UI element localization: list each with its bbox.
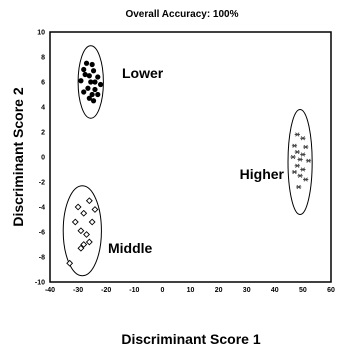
x-tick-label: -20: [101, 287, 111, 294]
x-tick-label: 0: [160, 287, 164, 294]
data-point-lower: [83, 60, 90, 66]
data-point-lower: [97, 81, 104, 88]
data-point-middle: [66, 259, 74, 267]
y-tick-label: -2: [39, 180, 45, 187]
x-tick-label: 50: [299, 287, 307, 294]
x-tick-label: -10: [129, 287, 139, 294]
x-axis-label: Discriminant Score 1: [121, 331, 260, 347]
plot-frame: [49, 31, 332, 283]
data-point-lower: [89, 61, 95, 68]
data-point-middle: [85, 238, 93, 246]
data-point-middle: [71, 218, 79, 226]
data-point-middle: [85, 197, 93, 205]
cluster-ellipses: [62, 45, 313, 277]
y-tick-label: 0: [41, 155, 45, 162]
data-point-lower: [92, 86, 98, 93]
data-point-higher: [290, 154, 296, 160]
data-point-higher: [296, 184, 302, 190]
y-tick-label: 2: [41, 130, 45, 137]
data-point-lower: [92, 79, 98, 85]
data-point-higher: [305, 158, 312, 163]
data-point-middle: [77, 244, 85, 252]
data-point-lower: [82, 71, 88, 78]
chart-title: Overall Accuracy: 100%: [125, 9, 238, 20]
data-point-higher: [300, 136, 306, 141]
y-tick-label: 6: [41, 80, 45, 87]
data-point-middle: [80, 241, 88, 248]
data-point-lower: [88, 79, 94, 85]
data-point-higher: [303, 144, 309, 150]
data-point-lower: [85, 85, 91, 91]
y-tick-label: 8: [41, 55, 45, 62]
data-point-higher: [303, 177, 309, 182]
data-point-higher: [294, 163, 300, 168]
y-tick-label: -10: [35, 280, 45, 287]
group-label-middle: Middle: [108, 240, 153, 256]
data-point-higher: [300, 167, 306, 172]
x-tick-label: 20: [215, 287, 223, 294]
x-tick-label: -30: [73, 287, 83, 294]
data-point-higher: [291, 169, 298, 175]
x-tick-label: 60: [327, 287, 335, 294]
data-point-middle: [83, 231, 90, 238]
axis-ticks: -40 -30 -20 -10 0 10 20 30 40 50 60-10-8-6-4-20246…: [35, 30, 335, 295]
group-label-higher: Higher: [240, 166, 285, 182]
data-point-lower: [86, 95, 92, 101]
data-point-middle: [88, 218, 96, 226]
cluster-ellipse-higher: [287, 109, 313, 215]
x-tick-label: 10: [187, 287, 195, 294]
data-point-middle: [80, 209, 88, 217]
data-point-lower: [89, 91, 95, 98]
data-point-lower: [81, 66, 87, 73]
cluster-ellipse-middle: [62, 185, 102, 277]
data-point-higher: [294, 149, 300, 155]
x-tick-label: 30: [243, 287, 251, 294]
cluster-ellipse-lower: [77, 45, 104, 119]
y-tick-label: -8: [39, 255, 45, 262]
y-tick-label: -6: [39, 230, 45, 237]
x-tick-label: -40: [45, 287, 55, 294]
data-point-lower: [95, 91, 101, 98]
y-tick-label: 10: [37, 30, 45, 37]
data-point-higher: [291, 143, 298, 148]
data-point-middle: [91, 206, 99, 213]
data-point-lower: [90, 68, 97, 74]
group-label-lower: Lower: [122, 65, 164, 81]
x-tick-label: 40: [271, 287, 279, 294]
data-point-higher: [300, 152, 306, 157]
data-point-higher: [297, 157, 303, 162]
data-point-lower: [95, 74, 101, 80]
data-point-middle: [74, 203, 82, 211]
data-point-middle: [77, 227, 85, 235]
data-point-higher: [294, 132, 300, 137]
data-point-lower: [90, 98, 97, 104]
data-point-lower: [81, 89, 87, 95]
y-axis-label: Discriminant Score 2: [10, 87, 26, 226]
data-points: [66, 60, 312, 267]
data-point-higher: [297, 173, 303, 178]
y-tick-label: 4: [41, 105, 45, 112]
group-labels: Lower Middle Higher: [108, 65, 285, 256]
data-point-lower: [86, 73, 92, 79]
y-tick-label: -4: [39, 205, 45, 212]
data-point-lower: [78, 78, 84, 84]
